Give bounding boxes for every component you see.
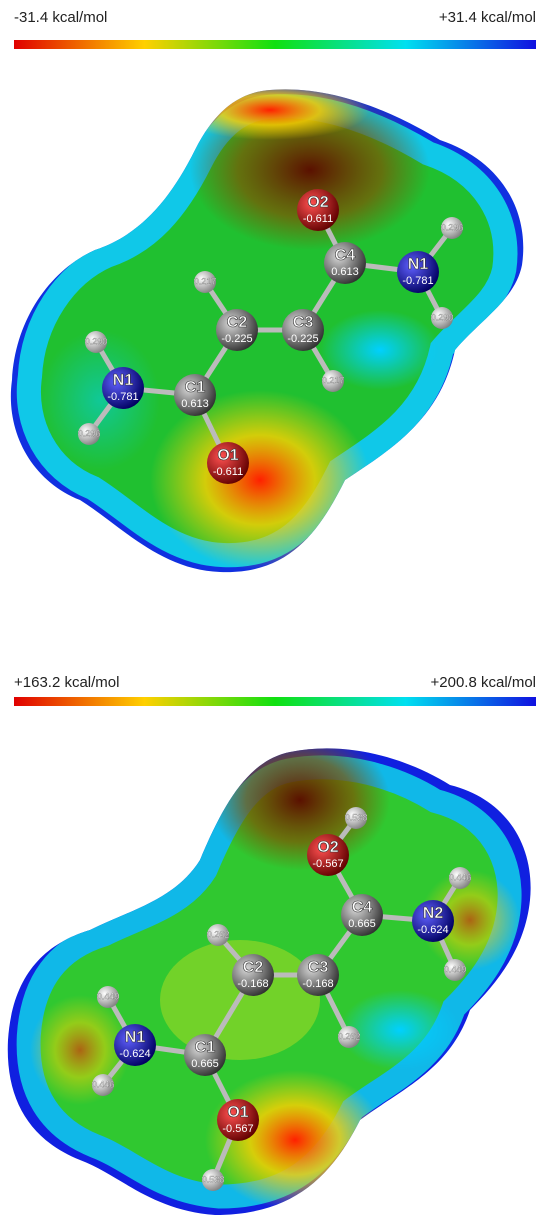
- atom-charge: -0.225: [287, 333, 318, 345]
- figure: -31.4 kcal/mol +31.4 kcal/mol 0.296 0.290 0.…: [0, 0, 537, 1218]
- atom-label: N1: [408, 256, 429, 273]
- atom-label: O1: [217, 447, 238, 464]
- scale-max-label: +31.4 kcal/mol: [439, 9, 536, 26]
- hydrogen-charge: 0.217: [194, 276, 217, 286]
- atom-charge: -0.611: [303, 213, 333, 225]
- scale-min-label: +163.2 kcal/mol: [14, 674, 119, 691]
- hydrogen-charge: 0.290: [85, 336, 108, 346]
- hydrogen-charge: 0.290: [431, 312, 454, 322]
- atom-label: O1: [227, 1104, 248, 1121]
- atom-label: C1: [195, 1039, 216, 1056]
- scale-min-label: -31.4 kcal/mol: [14, 9, 107, 26]
- hydrogen-charge: 0.538: [202, 1174, 225, 1184]
- atom-label: C2: [227, 314, 248, 331]
- atom-label: C2: [243, 959, 264, 976]
- atom-label: O2: [307, 194, 328, 211]
- hydrogen-charge: 0.296: [441, 222, 464, 232]
- hydrogen-charge: 0.262: [338, 1031, 361, 1041]
- atom-charge: -0.624: [119, 1048, 150, 1060]
- hydrogen-charge: 0.538: [345, 812, 368, 822]
- atom-charge: -0.567: [312, 858, 343, 870]
- atom-label: C4: [352, 899, 373, 916]
- atom-label: C4: [335, 247, 356, 264]
- atom-charge: 0.665: [191, 1058, 219, 1070]
- hydrogen-charge: 0.217: [322, 375, 345, 385]
- atom-charge: -0.781: [402, 275, 433, 287]
- atom-charge: 0.665: [348, 918, 376, 930]
- color-scale-bar: [14, 40, 536, 49]
- atom-charge: -0.611: [213, 466, 243, 478]
- hydrogen-charge: 0.449: [444, 964, 467, 974]
- hydrogen-charge: 0.449: [97, 991, 120, 1001]
- atom-charge: 0.613: [181, 398, 209, 410]
- atom-label: N2: [423, 905, 444, 922]
- hydrogen-charge: 0.446: [92, 1079, 115, 1089]
- atom-label: C3: [308, 959, 329, 976]
- atom-charge: -0.225: [221, 333, 252, 345]
- atom-label: N1: [113, 372, 134, 389]
- atom-charge: 0.613: [331, 266, 359, 278]
- atom-charge: -0.567: [222, 1123, 253, 1135]
- hydrogen-charge: 0.446: [449, 872, 472, 882]
- scale-max-label: +200.8 kcal/mol: [431, 674, 536, 691]
- atom-charge: -0.624: [417, 924, 448, 936]
- hydrogen-charge: 0.262: [207, 929, 230, 939]
- color-scale-bar: [14, 697, 536, 706]
- atom-label: C3: [293, 314, 314, 331]
- atom-label: N1: [125, 1029, 146, 1046]
- hydrogen-charge: 0.296: [78, 428, 101, 438]
- atom-label: O2: [317, 839, 338, 856]
- atom-label: C1: [185, 379, 206, 396]
- atom-charge: -0.168: [237, 978, 268, 990]
- atom-charge: -0.781: [107, 391, 138, 403]
- atom-charge: -0.168: [302, 978, 333, 990]
